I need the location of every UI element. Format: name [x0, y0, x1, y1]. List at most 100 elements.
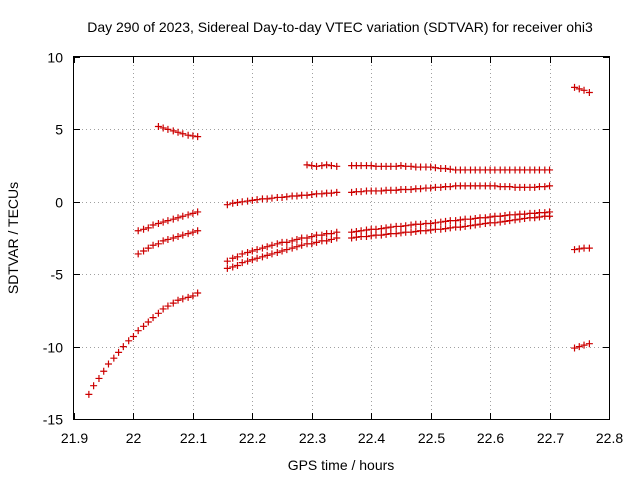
data-point	[95, 374, 103, 382]
data-point	[244, 248, 252, 256]
data-point	[164, 217, 172, 225]
data-point	[476, 220, 484, 228]
data-point	[442, 217, 450, 225]
data-point	[446, 224, 454, 232]
data-point	[164, 302, 172, 310]
data-point	[377, 231, 385, 239]
data-point	[367, 162, 375, 170]
data-point	[427, 226, 435, 234]
data-point	[466, 222, 474, 230]
data-point	[546, 166, 554, 174]
data-point	[585, 88, 593, 96]
data-point	[571, 246, 579, 254]
data-point	[303, 161, 311, 169]
data-point	[189, 209, 197, 217]
data-point	[308, 191, 316, 199]
data-point	[169, 234, 177, 242]
data-point	[149, 314, 157, 322]
data-point	[496, 212, 504, 220]
data-point	[407, 185, 415, 193]
data-point	[357, 188, 365, 196]
data-point	[253, 196, 261, 204]
data-point	[293, 235, 301, 243]
data-point	[229, 263, 237, 271]
x-tick-label: 22.8	[596, 430, 623, 446]
data-point	[169, 299, 177, 307]
y-tick-label: -5	[51, 267, 64, 283]
data-point	[486, 213, 494, 221]
data-point	[362, 233, 370, 241]
data-point	[392, 162, 400, 170]
data-point	[407, 221, 415, 229]
data-point	[129, 332, 137, 340]
data-point	[174, 128, 182, 136]
points-layer	[85, 83, 593, 398]
series-arc-7	[223, 188, 341, 209]
series-arc-5	[223, 234, 341, 272]
data-point	[412, 227, 420, 235]
data-point	[293, 192, 301, 200]
y-tick-label: -10	[43, 340, 63, 356]
data-point	[248, 256, 256, 264]
data-point	[308, 240, 316, 248]
data-point	[244, 257, 252, 265]
data-point	[446, 165, 454, 173]
data-point	[189, 132, 197, 140]
data-point	[491, 219, 499, 227]
data-point	[308, 233, 316, 241]
data-point	[238, 259, 246, 267]
series-arc-3	[134, 208, 202, 235]
data-point	[298, 241, 306, 249]
data-point	[258, 244, 266, 252]
data-point	[159, 305, 167, 313]
data-point	[248, 247, 256, 255]
data-point	[491, 182, 499, 190]
data-point	[184, 211, 192, 219]
data-point	[278, 247, 286, 255]
data-point	[184, 230, 192, 238]
data-point	[244, 197, 252, 205]
data-point	[521, 210, 529, 218]
data-point	[397, 229, 405, 237]
y-tick-label: 0	[55, 195, 63, 211]
data-point	[357, 227, 365, 235]
data-point	[327, 230, 335, 238]
data-point	[125, 337, 133, 345]
data-point	[268, 250, 276, 258]
data-point	[194, 208, 202, 216]
data-point	[229, 254, 237, 262]
x-axis-label: GPS time / hours	[288, 457, 395, 473]
data-point	[382, 224, 390, 232]
data-point	[154, 220, 162, 228]
data-point	[446, 183, 454, 191]
data-point	[110, 354, 118, 362]
data-point	[327, 189, 335, 197]
data-point	[189, 228, 197, 236]
data-point	[268, 241, 276, 249]
data-point	[323, 161, 331, 169]
x-tick-label: 22	[126, 430, 142, 446]
data-point	[431, 164, 439, 172]
data-point	[541, 183, 549, 191]
y-tick-label: -15	[43, 412, 63, 428]
data-point	[179, 130, 187, 138]
plot-frame	[73, 56, 610, 420]
data-point	[352, 227, 360, 235]
data-point	[456, 216, 464, 224]
data-point	[288, 244, 296, 252]
tick-layer: 21.9 22 22.1 22.2 22.3 22.4 22.5 22.6 22.7 22.8 10…	[43, 50, 624, 447]
data-point	[253, 254, 261, 262]
data-point	[154, 123, 162, 131]
data-point	[179, 212, 187, 220]
series-arc-13	[571, 83, 593, 96]
data-point	[140, 225, 148, 233]
data-point	[194, 133, 202, 141]
y-tick-label: 10	[47, 50, 63, 66]
data-point	[511, 211, 519, 219]
x-tick-label: 22.5	[418, 430, 445, 446]
series-arc-9	[348, 162, 554, 174]
data-point	[471, 214, 479, 222]
data-point	[174, 233, 182, 241]
